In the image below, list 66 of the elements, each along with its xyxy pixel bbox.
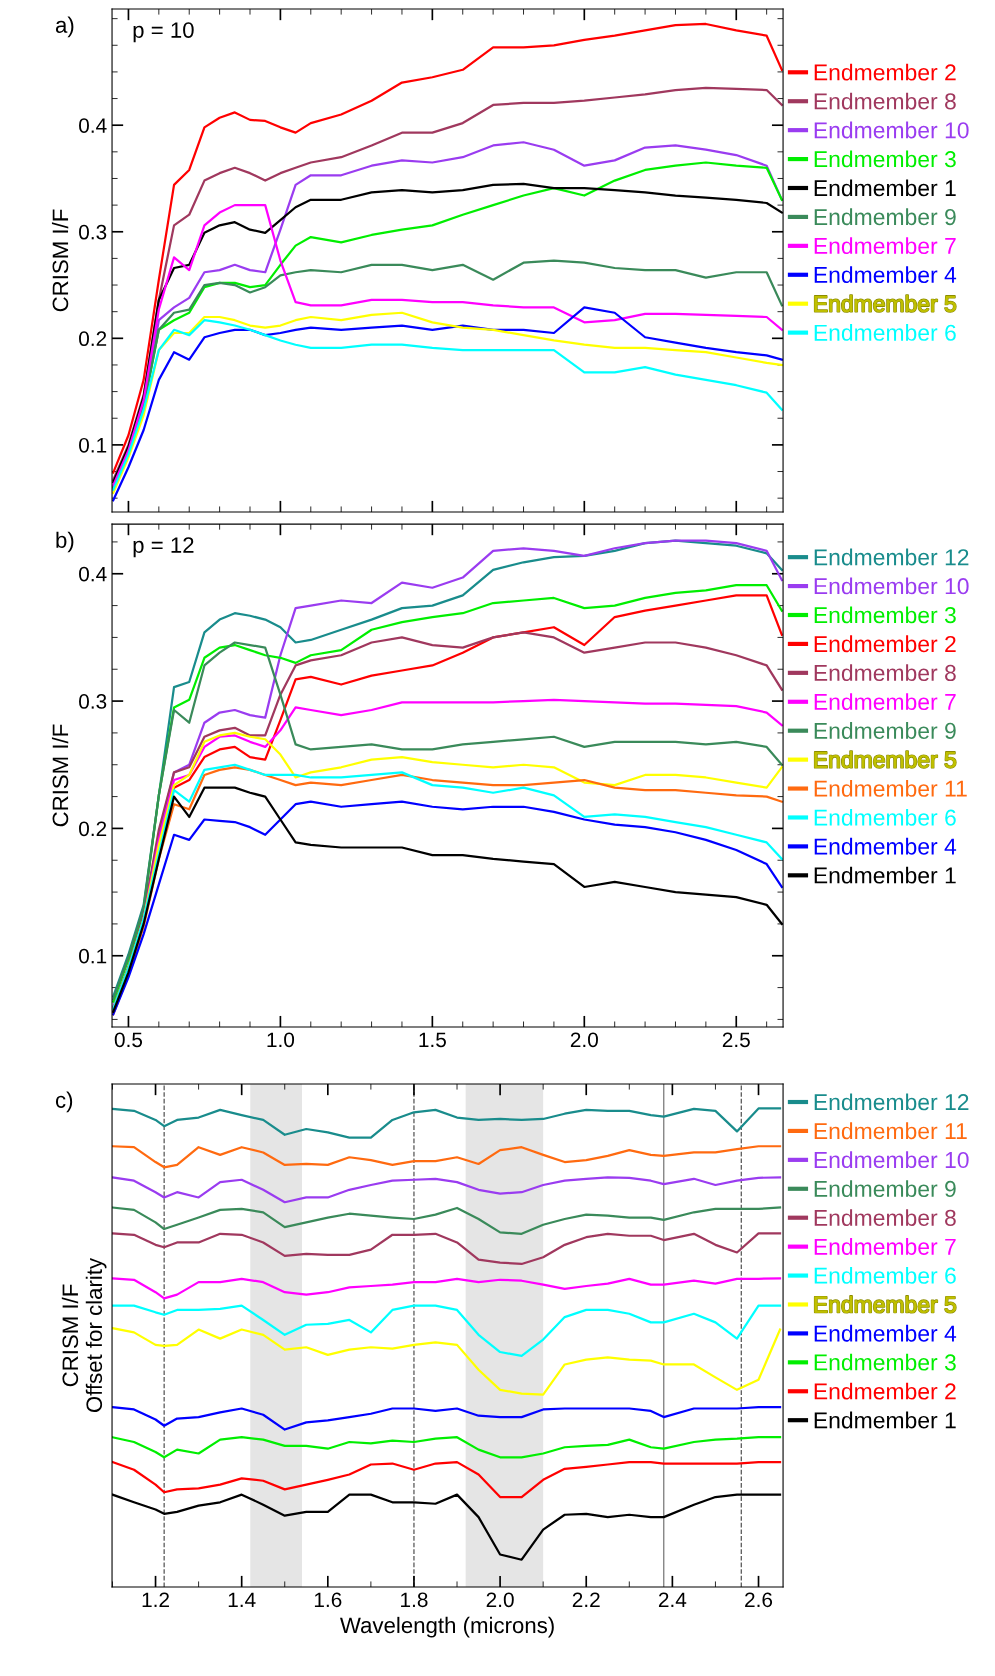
- legend-label: Endmember 5: [814, 295, 956, 312]
- x-tick-label: 1.8: [401, 1592, 428, 1608]
- legend-label: Endmember 10: [814, 577, 969, 595]
- y-axis-title: CRISM I/F Offset for clarity: [61, 1257, 107, 1413]
- legend-label: Endmember 3: [814, 606, 956, 624]
- legend-label: Endmember 10: [814, 121, 969, 139]
- annotation: p = 10: [133, 22, 194, 43]
- legend-label: Endmember 1: [814, 1411, 956, 1429]
- x-tick-label: 1.6: [314, 1592, 342, 1608]
- legend-label: Endmember 9: [814, 1180, 956, 1198]
- legend-label: Endmember 3: [814, 150, 956, 168]
- line-series: [112, 22, 783, 474]
- legend-label: Endmember 8: [814, 1209, 956, 1226]
- x-tick-label: 1.4: [228, 1592, 256, 1607]
- x-tick-label: 2.0: [570, 1032, 598, 1048]
- legend-label: Endmember 7: [814, 237, 956, 255]
- chart-title: c): [55, 1091, 73, 1113]
- legend-label: Endmember 12: [814, 1093, 969, 1111]
- legend-label: Endmember 1: [814, 179, 956, 197]
- legend-label: Endmember 11: [814, 779, 967, 797]
- y-tick-label: 0.1: [79, 437, 107, 453]
- x-tick-label: 0.5: [114, 1032, 143, 1048]
- legend-label: Endmember 4: [814, 266, 957, 284]
- legend-label: Endmember 4: [814, 1324, 957, 1342]
- legend-label: Endmember 10: [814, 1151, 969, 1169]
- y-tick-label: 0.4: [79, 566, 107, 582]
- chart-title: a): [55, 16, 74, 38]
- annotation: p = 12: [133, 537, 194, 558]
- legend-label: Endmember 7: [814, 1238, 956, 1255]
- x-tick-label: 2.6: [745, 1592, 773, 1608]
- x-tick-label: 1.0: [267, 1032, 295, 1048]
- x-tick-label: 1.2: [142, 1592, 169, 1607]
- legend-label: Endmember 5: [814, 1295, 956, 1313]
- legend-label: Endmember 1: [814, 866, 956, 884]
- legend-label: Endmember 2: [814, 63, 956, 81]
- legend-label: Endmember 8: [814, 92, 956, 110]
- y-tick-label: 0.3: [79, 224, 107, 240]
- y-tick-label: 0.2: [79, 821, 107, 837]
- legend-label: Endmember 9: [814, 208, 956, 226]
- legend-label: Endmember 11: [814, 1122, 967, 1140]
- legend-label: Endmember 6: [814, 324, 956, 341]
- legend-label: Endmember 8: [814, 664, 956, 682]
- y-tick-label: 0.2: [79, 331, 107, 347]
- legend-label: Endmember 9: [814, 722, 956, 739]
- y-axis-title: CRISM I/F: [51, 209, 69, 312]
- legend-label: Endmember 2: [814, 635, 956, 653]
- y-tick-label: 0.1: [79, 948, 107, 964]
- line-series: [112, 86, 783, 482]
- legend-label: Endmember 6: [814, 1266, 956, 1284]
- y-tick-label: 0.3: [79, 694, 107, 709]
- chart-title: b): [56, 531, 74, 553]
- x-tick-label: 2.5: [722, 1032, 750, 1048]
- legend-label: Endmember 2: [814, 1382, 956, 1400]
- x-tick-label: 2.2: [572, 1592, 600, 1607]
- y-axis-title: CRISM I/F: [51, 724, 69, 827]
- legend-label: Endmember 7: [814, 693, 956, 711]
- legend-label: Endmember 12: [814, 548, 969, 566]
- x-tick-label: 2.4: [658, 1592, 687, 1607]
- y-tick-label: 0.4: [79, 118, 107, 133]
- x-tick-label: 1.5: [419, 1032, 446, 1048]
- x-tick-label: 2.0: [486, 1592, 514, 1608]
- legend-label: Endmember 6: [814, 808, 956, 826]
- x-axis-title: Wavelength (microns): [340, 1616, 554, 1638]
- legend-label: Endmember 5: [814, 751, 956, 768]
- legend-label: Endmember 4: [814, 837, 957, 855]
- legend-label: Endmember 3: [814, 1353, 956, 1371]
